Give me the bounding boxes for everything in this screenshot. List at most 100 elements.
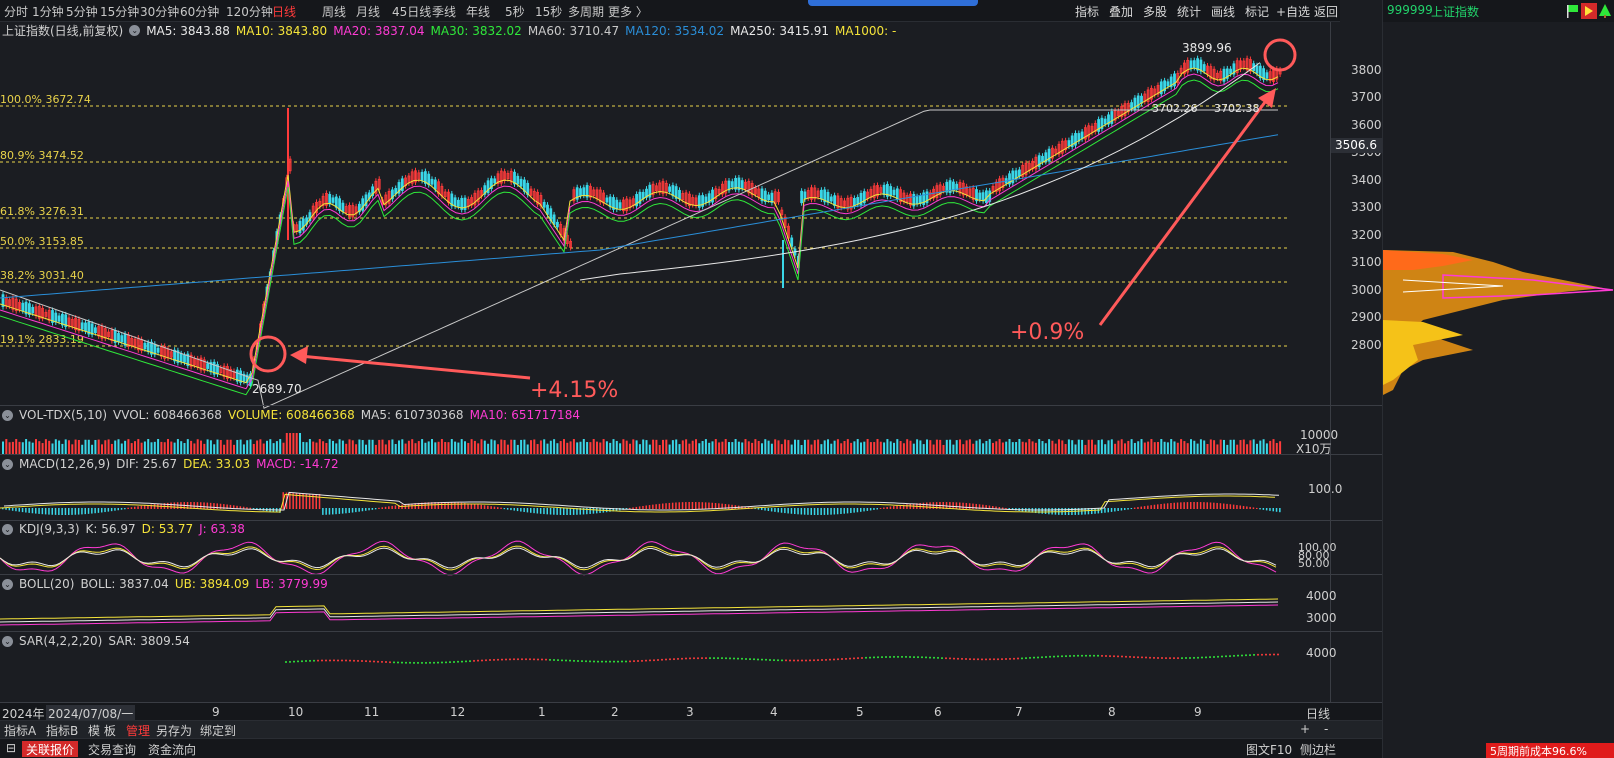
macd-bar [28,508,30,513]
tool-button[interactable]: 叠加 [1109,5,1134,19]
chart-scroll-thumb[interactable] [808,0,978,6]
macd-bar [790,508,793,514]
candle [176,350,180,363]
status-button[interactable]: 侧边栏 [1300,743,1337,757]
period-tab[interactable]: 更多 〉 [608,5,648,19]
period-tab[interactable]: 30分钟 [140,5,180,19]
status-tab[interactable]: 交易查询 [88,743,137,757]
indicator-tab[interactable]: 绑定到 [200,724,237,738]
candle [1212,68,1216,81]
volume-bar [1209,439,1212,455]
macd-bar [1173,502,1175,509]
settings-icon[interactable]: ⌄ [129,25,141,36]
indicator-tab[interactable]: 另存为 [156,724,193,738]
boll-chart[interactable] [0,592,1330,632]
tool-button[interactable]: 返回 [1314,5,1339,19]
status-tab[interactable]: 资金流向 [148,743,197,757]
period-tab[interactable]: 日线 [272,5,297,19]
macd-bar [61,508,63,515]
indicator-tab[interactable]: 模 板 [88,724,116,738]
sar-dot [717,657,719,660]
panel-toggle-icon[interactable]: ⌄ [2,578,13,590]
vol-axis-label: 10000 [1300,428,1339,442]
period-tab[interactable]: 15秒 [535,5,563,19]
kdj-chart[interactable] [0,538,1330,576]
volume-bar [87,439,90,455]
sar-dot [757,658,759,661]
tool-button[interactable]: +自选 [1276,5,1311,19]
tool-button[interactable]: 指标 [1075,5,1100,19]
sar-dot [801,659,803,662]
tool-button[interactable]: 统计 [1177,5,1202,19]
macd-bar [31,508,34,514]
minus-icon[interactable]: ⊟ [6,741,17,755]
volume-bar [790,444,793,455]
period-tab[interactable]: 5秒 [505,5,525,19]
candlestick-chart[interactable]: 100.0% 3672.74 80.9% 3474.52 61.8% 3276.31… [0,40,1330,410]
indicator-tab[interactable]: 指标B [46,724,79,738]
macd-bar [140,505,143,509]
sar-dot [661,658,663,661]
panel-toggle-icon[interactable]: ⌄ [2,409,13,421]
volume-bar [728,442,730,455]
panel-toggle-icon[interactable]: ⌄ [2,635,13,647]
sar-dot [721,657,723,660]
sar-chart[interactable] [0,650,1330,700]
tool-button[interactable]: 画线 [1211,5,1236,19]
period-tab[interactable]: 15分钟 [100,5,140,19]
candle [1265,72,1269,79]
status-button[interactable]: 图文F10 [1246,743,1293,757]
period-tab[interactable]: 分时 [4,5,29,19]
panel-toggle-icon[interactable]: ⌄ [2,523,13,535]
period-tab[interactable]: 45日线 [392,5,432,19]
volume-bar [645,440,648,455]
macd-bar [38,508,40,514]
volume-bar [605,441,608,455]
candle [645,188,648,198]
macd-chart[interactable] [0,472,1330,522]
tool-button[interactable]: 标记 [1245,5,1270,19]
volume-bar [94,439,97,455]
period-tab[interactable]: 年线 [466,5,491,19]
sar-dot [625,660,627,663]
candle [189,354,193,367]
period-tab[interactable]: 60分钟 [180,5,220,19]
period-tab[interactable]: 月线 [356,5,381,19]
candle [727,180,731,191]
candle [975,189,978,202]
tree-icon[interactable] [1597,3,1613,19]
candle [443,191,447,198]
period-tab[interactable]: 多周期 [568,5,605,19]
macd-bar [856,508,859,513]
macd-bar [470,503,473,509]
candle [843,200,846,207]
volume-bar [378,439,381,455]
indicator-value: LB: 3779.99 [255,577,328,591]
flag-icon[interactable] [1565,3,1581,19]
period-tab[interactable]: 周线 [322,5,347,19]
period-tab[interactable]: 120分钟 [226,5,273,19]
candle [688,193,691,207]
tool-button[interactable]: 多股 [1143,5,1168,19]
indicator-tab[interactable]: 指标A [4,724,37,738]
candle [556,221,559,228]
status-tab[interactable]: 关联报价 [22,741,79,757]
indicator-tab-control[interactable]: + [1300,722,1311,736]
indicator-tab-control[interactable]: - [1324,722,1329,736]
candle [516,175,520,185]
candle [622,199,625,212]
period-tab[interactable]: 季线 [432,5,457,19]
panel-toggle-icon[interactable]: ⌄ [2,458,13,470]
candle [1054,148,1058,154]
indicator-value: VOL-TDX(5,10) [19,408,108,422]
indicator-tab[interactable]: 管理 [126,724,151,738]
candle [1103,118,1107,125]
sar-dot [433,661,435,664]
volume-chart[interactable] [0,425,1330,455]
red-flag-icon[interactable] [1581,3,1597,19]
period-tab[interactable]: 5分钟 [66,5,98,19]
candle [968,188,972,197]
sar-dot [365,660,367,663]
period-tab[interactable]: 1分钟 [32,5,64,19]
volume-bar [322,441,325,455]
